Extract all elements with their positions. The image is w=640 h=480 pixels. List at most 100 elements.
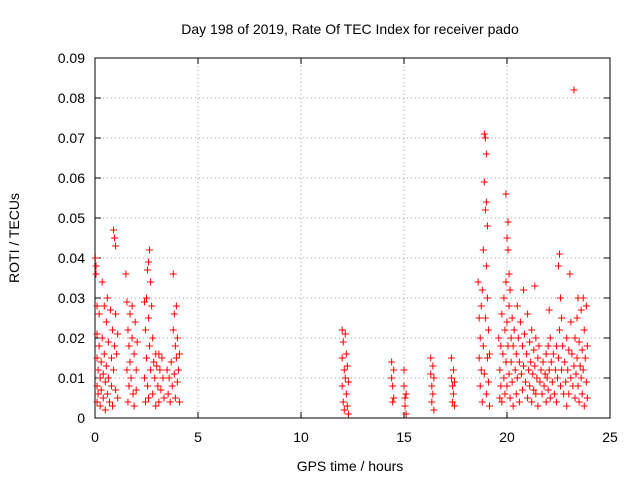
data-point (481, 134, 489, 142)
data-point (428, 382, 436, 390)
data-point (448, 398, 456, 406)
data-point (477, 302, 485, 310)
data-point (540, 382, 548, 390)
data-point (483, 294, 491, 302)
data-point (93, 354, 101, 362)
data-point (149, 334, 157, 342)
data-point (99, 370, 107, 378)
data-point (167, 358, 175, 366)
data-point (339, 338, 347, 346)
data-point (480, 130, 488, 138)
data-point (557, 382, 565, 390)
data-point (103, 390, 111, 398)
data-point (503, 318, 511, 326)
data-point (340, 406, 348, 414)
data-point (504, 246, 512, 254)
data-point (521, 330, 529, 338)
data-point (478, 398, 486, 406)
data-point (99, 394, 107, 402)
data-point (579, 294, 587, 302)
data-point (175, 398, 183, 406)
data-point (172, 302, 180, 310)
y-tick-label: 0.07 (58, 130, 85, 146)
data-point (140, 374, 148, 382)
data-point (164, 390, 172, 398)
data-point (583, 342, 591, 350)
data-point (567, 318, 575, 326)
data-point (498, 310, 506, 318)
data-point (93, 382, 101, 390)
x-tick-label: 20 (499, 429, 515, 445)
data-point (513, 374, 521, 382)
data-point (496, 394, 504, 402)
data-point (506, 286, 514, 294)
data-point (141, 398, 149, 406)
data-point (508, 378, 516, 386)
data-point (341, 330, 349, 338)
data-point (523, 350, 531, 358)
data-point (113, 350, 121, 358)
data-point (389, 398, 397, 406)
data-point (541, 370, 549, 378)
data-point (505, 370, 513, 378)
data-point (575, 338, 583, 346)
data-point (500, 294, 508, 302)
data-point (528, 326, 536, 334)
data-point (450, 378, 458, 386)
data-point (576, 362, 584, 370)
data-point (170, 370, 178, 378)
data-point (526, 338, 534, 346)
data-point (547, 358, 555, 366)
data-point (344, 410, 352, 418)
data-point (495, 334, 503, 342)
data-point (169, 270, 177, 278)
data-point (155, 398, 163, 406)
y-axis-label: ROTI / TECUs (6, 193, 22, 283)
y-tick-label: 0.03 (58, 290, 85, 306)
data-point (497, 342, 505, 350)
data-point (509, 402, 517, 410)
data-point (557, 294, 565, 302)
data-point (344, 378, 352, 386)
data-point (141, 326, 149, 334)
data-point (526, 382, 534, 390)
data-point (130, 350, 138, 358)
data-point (111, 342, 119, 350)
data-point (502, 278, 510, 286)
data-point (535, 342, 543, 350)
y-tick-labels: 0 0.01 0.02 0.03 0.04 0.05 0.06 0.07 0.08 0.09 (58, 50, 85, 426)
data-point (577, 374, 585, 382)
data-point (112, 386, 120, 394)
data-point (480, 370, 488, 378)
data-point (91, 254, 99, 262)
data-point (94, 366, 102, 374)
data-point (449, 366, 457, 374)
data-point (152, 402, 160, 410)
data-point (539, 358, 547, 366)
data-point (429, 362, 437, 370)
data-point (531, 362, 539, 370)
data-point (482, 150, 490, 158)
grid-lines (95, 58, 610, 418)
data-point (552, 342, 560, 350)
data-point (546, 334, 554, 342)
data-point (518, 342, 526, 350)
data-point (96, 402, 104, 410)
data-point (132, 386, 140, 394)
data-point (171, 394, 179, 402)
data-point (580, 326, 588, 334)
data-point (339, 398, 347, 406)
data-point (556, 326, 564, 334)
data-point (110, 226, 118, 234)
data-point (568, 350, 576, 358)
data-point (538, 390, 546, 398)
data-point (427, 354, 435, 362)
data-point (572, 370, 580, 378)
data-point (516, 318, 524, 326)
data-point (497, 382, 505, 390)
y-tick-label: 0.02 (58, 330, 85, 346)
data-point (166, 398, 174, 406)
data-point (517, 370, 525, 378)
data-point (338, 382, 346, 390)
data-point (578, 346, 586, 354)
